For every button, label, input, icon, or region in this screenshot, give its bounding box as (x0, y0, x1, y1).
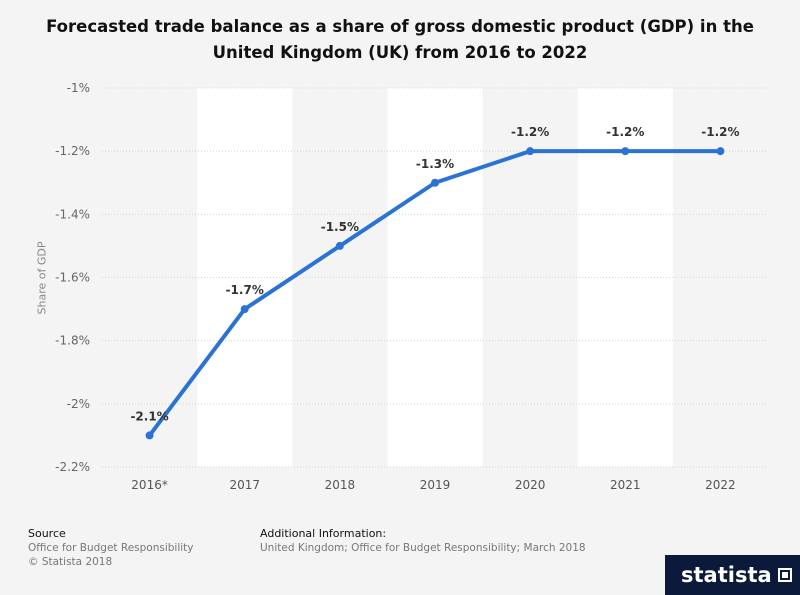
data-label: -1.3% (416, 157, 454, 171)
source-block: Source Office for Budget Responsibility … (28, 527, 194, 569)
data-label: -1.7% (226, 283, 264, 297)
y-tick-label: -2% (67, 397, 90, 411)
x-tick-label: 2016* (131, 478, 168, 492)
additional-info-heading: Additional Information: (260, 527, 387, 540)
y-tick-label: -1.6% (55, 271, 90, 285)
column-band (197, 88, 293, 467)
data-point (240, 305, 249, 314)
brand-name: statista (681, 563, 772, 587)
x-tick-label: 2022 (705, 478, 736, 492)
data-label: -1.2% (606, 125, 644, 139)
source-text[interactable]: Office for Budget Responsibility (28, 542, 194, 554)
y-axis-label: Share of GDP (35, 241, 49, 315)
data-label: -1.2% (511, 125, 549, 139)
chart-title: Forecasted trade balance as a share of g… (46, 17, 754, 62)
x-tick-label: 2017 (229, 478, 260, 492)
x-tick-label: 2018 (325, 478, 356, 492)
x-tick-label: 2021 (610, 478, 641, 492)
data-point (621, 147, 630, 156)
x-tick-label: 2020 (515, 478, 546, 492)
data-point (716, 147, 725, 156)
data-point (335, 241, 344, 250)
y-tick-label: -1.2% (55, 144, 90, 158)
additional-info-block: Additional Information: United Kingdom; … (260, 527, 586, 555)
copyright-text: © Statista 2018 (28, 556, 113, 568)
data-label: -2.1% (130, 409, 168, 423)
source-heading: Source (28, 527, 66, 540)
data-point (431, 178, 439, 187)
data-label: -1.2% (701, 125, 739, 139)
data-point (526, 147, 535, 156)
data-label: -1.5% (321, 220, 359, 234)
y-tick-label: -1.4% (55, 207, 90, 221)
statista-logo[interactable]: statista (665, 555, 800, 595)
x-tick-label: 2019 (420, 478, 451, 492)
additional-info-text: United Kingdom; Office for Budget Respon… (260, 542, 586, 554)
y-tick-label: -1% (67, 81, 90, 95)
y-tick-label: -2.2% (55, 460, 90, 474)
statista-mark-icon (777, 568, 792, 582)
y-tick-label: -1.8% (55, 334, 90, 348)
data-point (145, 431, 154, 440)
